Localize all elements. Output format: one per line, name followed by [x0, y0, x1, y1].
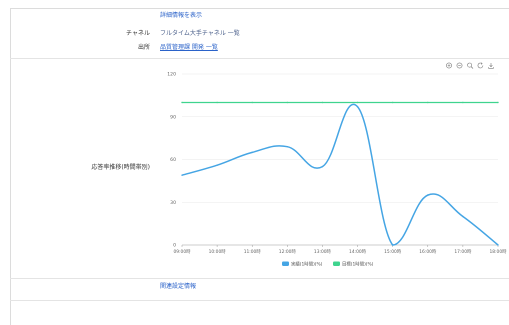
actual-series-point [216, 164, 218, 166]
source-label: 出所 [137, 44, 150, 51]
save-image-icon[interactable] [488, 62, 495, 69]
y-tick-label: 120 [167, 72, 176, 78]
actual-series-point [391, 244, 394, 246]
y-tick-label: 30 [170, 200, 176, 206]
channel-value: フルタイム大手チャネル 一覧 [160, 30, 240, 37]
actual-series-point [181, 174, 183, 176]
legend-swatch [282, 261, 289, 266]
target-series-point [181, 101, 183, 104]
x-tick-label: 12:00時 [279, 249, 297, 255]
actual-series-line [181, 103, 499, 246]
zoom-in-icon[interactable] [446, 62, 453, 69]
row-divider [10, 58, 509, 59]
settings-info-link[interactable]: 関連設定情報 [160, 283, 197, 290]
detail-info-link[interactable]: 詳細情報を表示 [160, 12, 203, 19]
x-tick-label: 17:00時 [454, 249, 472, 255]
legend-item[interactable]: 実績(1時間)(%) [282, 260, 323, 267]
target-series-point [497, 101, 499, 104]
target-series-point [251, 101, 253, 104]
row-divider [10, 300, 509, 301]
restore-icon[interactable] [477, 62, 484, 69]
target-series-point [321, 101, 324, 104]
actual-series-point [321, 165, 324, 168]
actual-series-point [462, 215, 464, 218]
x-tick-label: 16:00時 [419, 249, 437, 255]
x-tick-label: 18:00時 [489, 249, 507, 255]
x-tick-label: 13:00時 [314, 249, 332, 255]
actual-series [181, 103, 499, 246]
form-panel [10, 8, 509, 325]
chart-row-label: 応答率推移(時間帯別) [91, 164, 150, 171]
legend-label: 目標(1時間)(%) [342, 260, 374, 267]
actual-series-point [356, 106, 359, 108]
legend-label: 実績(1時間)(%) [291, 260, 323, 267]
source-link[interactable]: 品質管理課 開発 一覧 [160, 44, 218, 51]
y-axis: 0 30 60 90 120 [167, 72, 498, 249]
actual-series-point [497, 244, 499, 246]
x-tick-label: 09:00時 [173, 249, 191, 255]
target-series [181, 101, 499, 104]
magnify-icon[interactable] [467, 62, 474, 69]
y-tick-label: 90 [170, 114, 176, 120]
y-tick-label: 0 [173, 243, 176, 249]
target-series-point [462, 101, 464, 104]
x-tick-label: 11:00時 [244, 249, 262, 255]
channel-label: チャネル [126, 30, 150, 37]
target-series-point [356, 101, 359, 104]
target-series-point [216, 101, 218, 104]
y-tick-label: 60 [170, 157, 176, 163]
target-series-point [286, 101, 289, 104]
legend-swatch [333, 261, 340, 266]
x-tick-label: 14:00時 [349, 249, 367, 255]
response-rate-chart: 0 30 60 90 120 09:00時 10:00時 11:00時 12:00時 13:00時… [167, 62, 507, 267]
target-series-point [427, 101, 429, 104]
target-series-point [391, 101, 394, 104]
actual-series-point [427, 194, 429, 196]
legend-item[interactable]: 目標(1時間)(%) [333, 260, 374, 267]
legend: 実績(1時間)(%) 目標(1時間)(%) [282, 260, 374, 267]
zoom-out-icon[interactable] [456, 62, 463, 69]
x-tick-label: 10:00時 [209, 249, 227, 255]
row-divider [10, 278, 509, 279]
x-tick-label: 15:00時 [384, 249, 402, 255]
x-axis: 09:00時 10:00時 11:00時 12:00時 13:00時 14:00時 15:0… [173, 244, 507, 255]
actual-series-point [286, 145, 289, 148]
chart-toolbox [446, 62, 495, 69]
actual-series-point [251, 151, 253, 154]
